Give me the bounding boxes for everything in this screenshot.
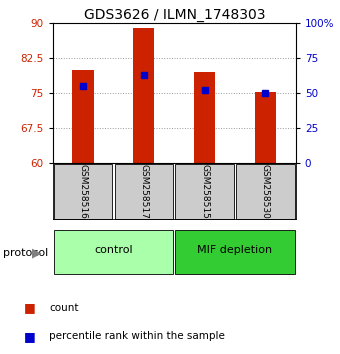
FancyBboxPatch shape — [54, 165, 112, 219]
Text: GSM258517: GSM258517 — [139, 164, 148, 219]
Bar — [72, 70, 94, 163]
Text: ■: ■ — [24, 330, 36, 343]
Bar — [255, 92, 276, 163]
Text: GSM258530: GSM258530 — [261, 164, 270, 219]
FancyBboxPatch shape — [115, 165, 173, 219]
Text: ■: ■ — [24, 302, 36, 314]
FancyBboxPatch shape — [175, 165, 234, 219]
Bar — [133, 28, 154, 163]
Title: GDS3626 / ILMN_1748303: GDS3626 / ILMN_1748303 — [84, 8, 265, 22]
FancyBboxPatch shape — [236, 165, 294, 219]
Text: count: count — [49, 303, 79, 313]
Text: GSM258516: GSM258516 — [79, 164, 88, 219]
Text: protocol: protocol — [3, 248, 49, 258]
Text: MIF depletion: MIF depletion — [198, 245, 273, 255]
FancyBboxPatch shape — [175, 230, 294, 274]
Text: GSM258515: GSM258515 — [200, 164, 209, 219]
Text: percentile rank within the sample: percentile rank within the sample — [49, 331, 225, 341]
Bar — [194, 72, 215, 163]
Text: ▶: ▶ — [32, 247, 42, 259]
FancyBboxPatch shape — [54, 230, 173, 274]
Text: control: control — [94, 245, 133, 255]
